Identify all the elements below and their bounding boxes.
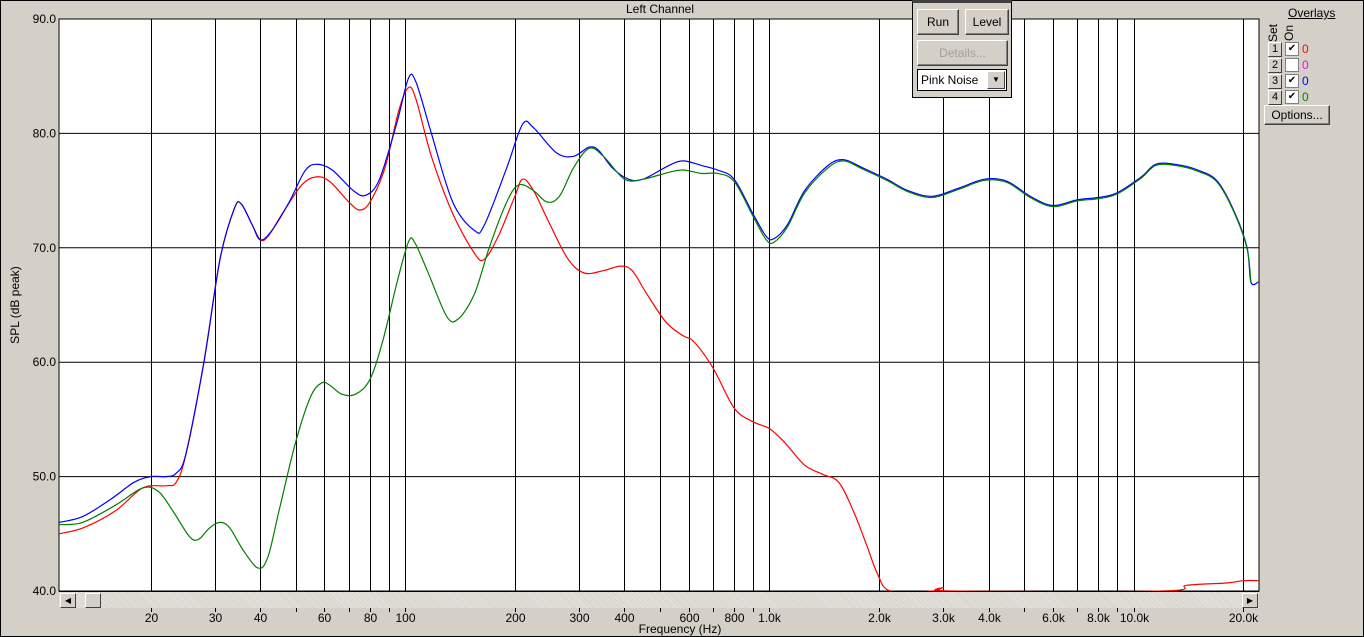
check-icon: ✔ <box>1287 43 1297 54</box>
arrow-left-icon: ◀ <box>64 596 72 605</box>
check-icon: ✔ <box>1287 91 1297 102</box>
chart-title: Left Channel <box>625 2 695 16</box>
x-tick-label: 100 <box>395 611 415 625</box>
overlay-set-button[interactable]: 4 <box>1268 90 1282 105</box>
series-line-set-3 <box>58 73 1259 523</box>
overlay-count: 0 <box>1302 58 1309 72</box>
y-tick-label: 80.0 <box>33 126 57 140</box>
overlay-count: 0 <box>1302 90 1309 104</box>
series-line-set-4 <box>58 147 1252 569</box>
check-icon: ✔ <box>1287 75 1297 86</box>
x-tick-label: 60 <box>318 611 332 625</box>
overlays-panel: Overlays Set On 1 ✔ 0 2 0 3 ✔ 0 4 ✔ 0 Optio… <box>1263 0 1363 130</box>
x-tick-label: 20.0k <box>1229 611 1259 625</box>
x-tick-label: 200 <box>505 611 525 625</box>
y-tick-label: 60.0 <box>33 355 57 369</box>
x-tick-label: 2.0k <box>868 611 892 625</box>
x-tick-label: 40 <box>254 611 268 625</box>
x-tick-label: 800 <box>724 611 744 625</box>
overlay-count: 0 <box>1302 42 1309 56</box>
on-column-label: On <box>1282 24 1297 42</box>
y-tick-label: 90.0 <box>33 12 57 26</box>
details-button[interactable]: Details... <box>917 40 1008 66</box>
overlays-header[interactable]: Overlays <box>1288 6 1336 20</box>
x-tick-label: 20 <box>145 611 159 625</box>
scroll-left-button[interactable]: ◀ <box>60 593 76 608</box>
y-tick-label: 70.0 <box>33 241 57 255</box>
overlay-on-checkbox[interactable] <box>1285 58 1299 72</box>
x-axis-label: Frequency (Hz) <box>638 622 722 636</box>
overlay-on-checkbox[interactable]: ✔ <box>1285 90 1299 104</box>
run-button[interactable]: Run <box>917 9 959 35</box>
plot-area <box>58 18 1260 592</box>
overlay-on-checkbox[interactable]: ✔ <box>1285 74 1299 88</box>
x-tick-label: 1.0k <box>758 611 782 625</box>
signal-select-value: Pink Noise <box>921 73 979 87</box>
x-tick-label: 8.0k <box>1087 611 1111 625</box>
overlay-set-button[interactable]: 3 <box>1268 74 1282 89</box>
overlay-set-button[interactable]: 2 <box>1268 58 1282 73</box>
options-button[interactable]: Options... <box>1264 105 1330 125</box>
x-tick-label: 10.0k <box>1120 611 1150 625</box>
chevron-down-icon[interactable]: ▼ <box>987 71 1005 89</box>
y-tick-label: 40.0 <box>33 584 57 598</box>
y-axis-label: SPL (dB peak) <box>8 266 22 344</box>
scroll-thumb[interactable] <box>85 593 101 608</box>
arrow-right-icon: ▶ <box>1246 596 1254 605</box>
x-tick-label: 3.0k <box>932 611 956 625</box>
overlay-on-checkbox[interactable]: ✔ <box>1285 42 1299 56</box>
x-tick-label: 300 <box>569 611 589 625</box>
scroll-right-button[interactable]: ▶ <box>1242 593 1258 608</box>
horizontal-scrollbar[interactable]: ◀ ▶ <box>59 591 1259 608</box>
set-column-label: Set <box>1266 23 1281 43</box>
overlay-count: 0 <box>1302 74 1309 88</box>
x-tick-label: 80 <box>364 611 378 625</box>
x-tick-label: 6.0k <box>1042 611 1066 625</box>
x-tick-label: 4.0k <box>978 611 1002 625</box>
level-button[interactable]: Level <box>965 9 1009 35</box>
x-tick-label: 30 <box>209 611 223 625</box>
overlay-set-button[interactable]: 1 <box>1268 42 1282 57</box>
signal-select[interactable]: Pink Noise ▼ <box>917 69 1007 91</box>
y-tick-label: 50.0 <box>33 470 57 484</box>
measurement-controls-panel: Run Level Details... Pink Noise ▼ <box>912 0 1012 98</box>
x-tick-label: 600 <box>679 611 699 625</box>
x-tick-label: 400 <box>614 611 634 625</box>
